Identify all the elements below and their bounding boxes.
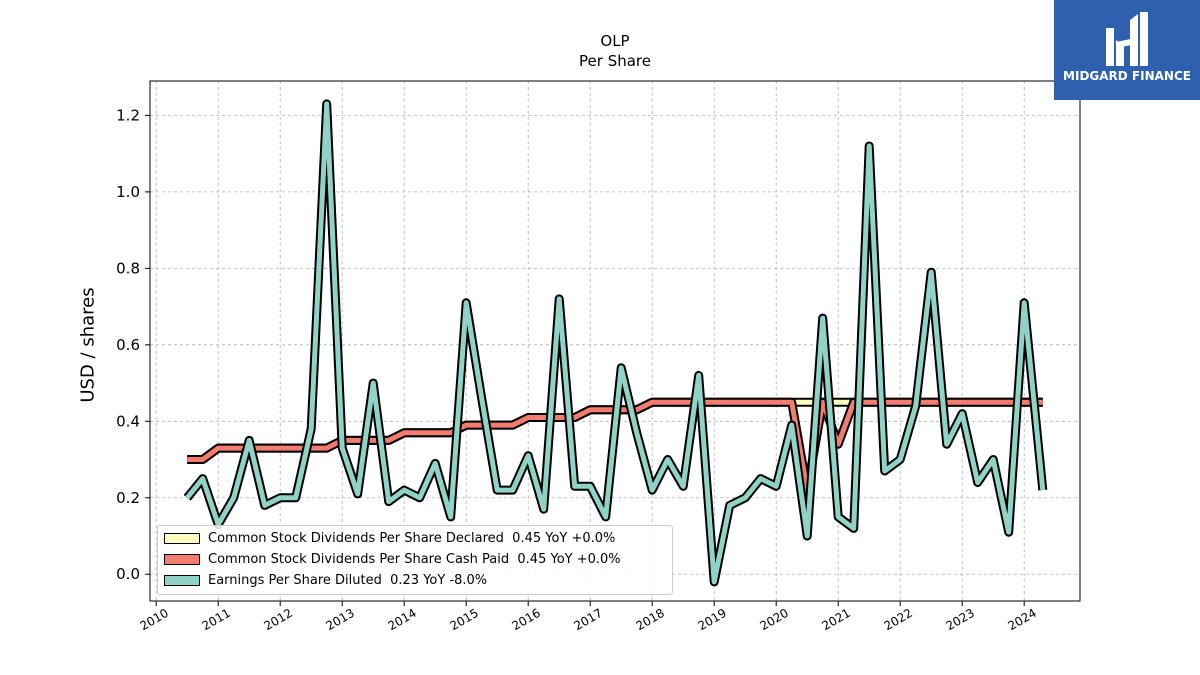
x-tick-label: 2014 [385, 606, 418, 633]
x-tick-label: 2024 [1005, 606, 1038, 633]
legend-item-dividends-cash-paid: Common Stock Dividends Per Share Cash Pa… [164, 550, 621, 568]
legend-label: Common Stock Dividends Per Share Declare… [208, 530, 616, 546]
brand-logo: MIDGARD FINANCE [1054, 0, 1200, 100]
x-tick-label: 2012 [261, 606, 294, 633]
midgard-logo-icon [1106, 12, 1148, 66]
x-tick-label: 2019 [695, 606, 728, 633]
y-tick-label: 0.0 [116, 565, 140, 583]
legend-swatch-dividends-declared [164, 532, 200, 544]
y-axis-label: USD / shares [77, 287, 99, 403]
legend-label: Common Stock Dividends Per Share Cash Pa… [208, 551, 621, 567]
plot-frame [149, 80, 1081, 602]
y-tick-label: 1.0 [116, 183, 140, 201]
y-tick-label: 0.4 [116, 412, 140, 430]
chart-title: OLP [600, 32, 630, 50]
legend: Common Stock Dividends Per Share Declare… [157, 525, 673, 595]
legend-label: Earnings Per Share Diluted 0.23 YoY -8.0… [208, 572, 488, 588]
chart-subtitle: Per Share [579, 52, 651, 70]
x-tick-label: 2011 [199, 606, 232, 633]
y-tick-label: 0.8 [116, 259, 140, 277]
y-tick-label: 1.2 [116, 106, 140, 124]
x-tick-label: 2023 [943, 606, 976, 633]
x-tick-label: 2016 [509, 606, 542, 633]
x-tick-label: 2017 [571, 606, 604, 633]
legend-item-eps-diluted: Earnings Per Share Diluted 0.23 YoY -8.0… [164, 571, 487, 589]
x-tick-label: 2022 [881, 606, 914, 633]
x-tick-label: 2020 [757, 606, 790, 633]
y-axis: 0.0 0.2 0.4 0.6 0.8 1.0 1.2 [116, 106, 150, 583]
legend-item-dividends-declared: Common Stock Dividends Per Share Declare… [164, 529, 615, 547]
legend-swatch-eps-diluted [164, 574, 200, 586]
y-tick-label: 0.6 [116, 336, 140, 354]
y-tick-label: 0.2 [116, 489, 140, 507]
x-axis: 2010 2011 2012 2013 2014 2015 2016 2017 2018 2019… [137, 601, 1039, 633]
legend-swatch-dividends-cash-paid [164, 553, 200, 565]
x-tick-label: 2018 [633, 606, 666, 633]
brand-name: MIDGARD FINANCE [1063, 69, 1191, 83]
series-line [185, 101, 1046, 585]
series-2 [183, 99, 1048, 587]
x-tick-label: 2010 [137, 606, 170, 633]
x-tick-label: 2015 [447, 606, 480, 633]
x-tick-label: 2021 [819, 606, 852, 633]
series-layer [183, 99, 1048, 587]
x-tick-label: 2013 [323, 606, 356, 633]
